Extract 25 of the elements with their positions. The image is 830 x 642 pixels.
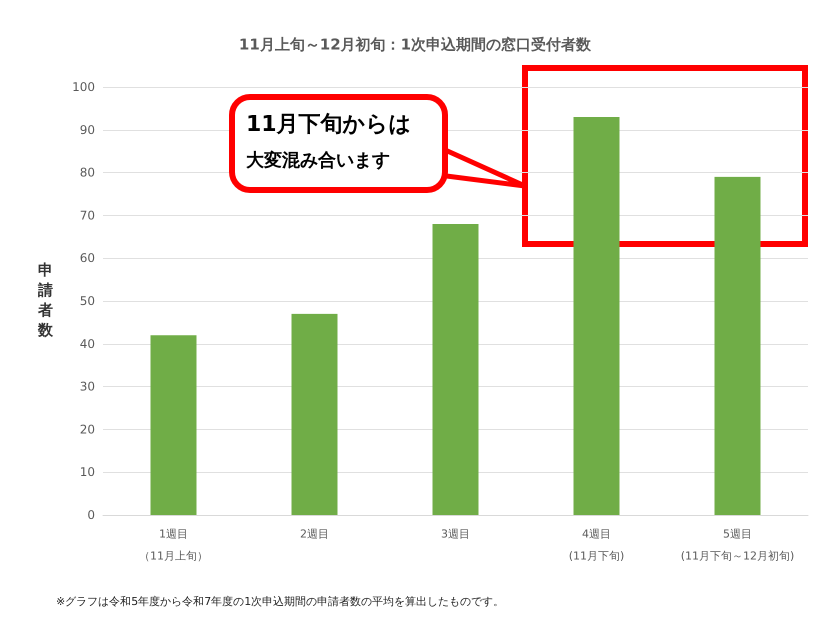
x-tick-label: 3週目 <box>441 528 470 540</box>
bar <box>292 314 338 515</box>
y-tick-label: 0 <box>87 508 95 522</box>
bar <box>714 176 760 515</box>
y-tick-label: 100 <box>72 80 95 94</box>
x-tick-label: 5週目(11月下旬～12月初旬) <box>680 528 794 562</box>
y-tick-label: 50 <box>80 294 95 308</box>
y-tick-label: 80 <box>80 166 95 180</box>
x-tick-label: 2週目 <box>300 528 329 540</box>
bar <box>150 335 196 515</box>
y-tick-label: 60 <box>80 251 95 266</box>
y-tick-label: 10 <box>80 465 95 480</box>
y-tick-label: 40 <box>80 336 95 351</box>
bar <box>574 116 620 515</box>
y-axis-title: 申請者数 <box>37 261 54 339</box>
text: ※グラフは令和5年度から令和7年度の1次申込期間の申請者数の平均を算出したものです。 <box>56 595 504 608</box>
y-tick-label: 20 <box>80 422 95 436</box>
x-tick-label: 1週目（11月上旬） <box>139 528 208 562</box>
chart-title: 11月上旬～12月初旬：1次申込期間の窓口受付者数 <box>238 36 592 54</box>
y-tick-label: 90 <box>80 122 95 137</box>
y-tick-label: 30 <box>80 380 95 394</box>
y-tick-label: 70 <box>80 208 95 222</box>
annotation: 11月下旬からは大変混み合います <box>246 111 413 173</box>
bar <box>432 224 478 515</box>
x-tick-label: 4週目(11月下旬) <box>568 528 624 562</box>
